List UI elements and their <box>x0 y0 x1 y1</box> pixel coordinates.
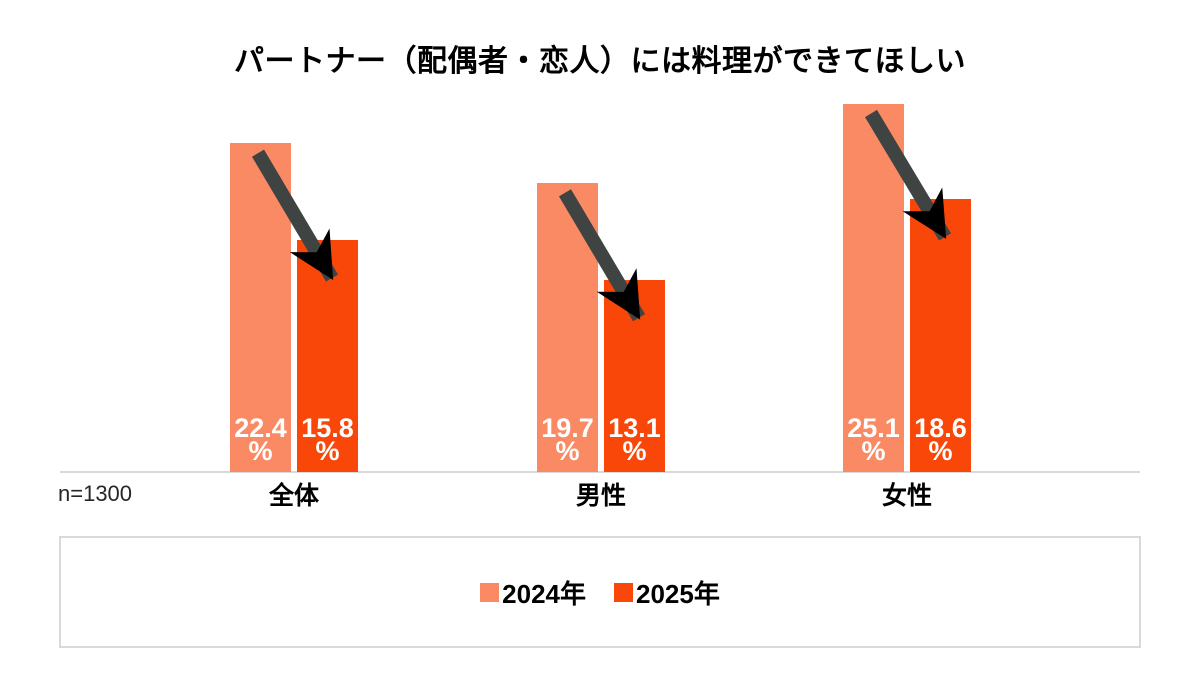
sample-size-note: n=1300 <box>58 481 133 506</box>
bar-s1-g2: 19.7% <box>537 182 598 472</box>
bar-value-label: 15.8% <box>301 412 354 466</box>
legend: 2024年 2025年 <box>59 536 1141 648</box>
legend-label-s2: 2025年 <box>636 578 720 609</box>
bar-s2-g1: 15.8% <box>297 240 358 472</box>
bar-value-label: 25.1% <box>847 412 900 466</box>
legend-label-s1: 2024年 <box>502 578 586 609</box>
category-label-g2: 男性 <box>575 482 627 510</box>
bar-value-label: 22.4% <box>234 412 287 466</box>
legend-swatch-s1 <box>480 582 500 602</box>
bar-s1-g1: 22.4% <box>230 143 291 472</box>
x-axis-line <box>60 471 1140 473</box>
bar-value-label: 13.1% <box>608 412 661 466</box>
bar-s1-g3: 25.1% <box>843 103 904 472</box>
legend-swatch-s2 <box>614 582 633 602</box>
bar-value-label: 18.6% <box>914 412 967 466</box>
category-label-g1: 全体 <box>268 482 320 510</box>
bar-s2-g2: 13.1% <box>604 279 665 472</box>
bar-value-label: 19.7% <box>541 412 594 466</box>
category-label-g3: 女性 <box>881 482 933 510</box>
chart-title: パートナー（配偶者・恋人）には料理ができてほしい <box>234 45 966 78</box>
legend-item-s1: 2024年 <box>480 574 586 611</box>
legend-item-s2: 2025年 <box>614 574 720 611</box>
bar-s2-g3: 18.6% <box>910 198 971 472</box>
